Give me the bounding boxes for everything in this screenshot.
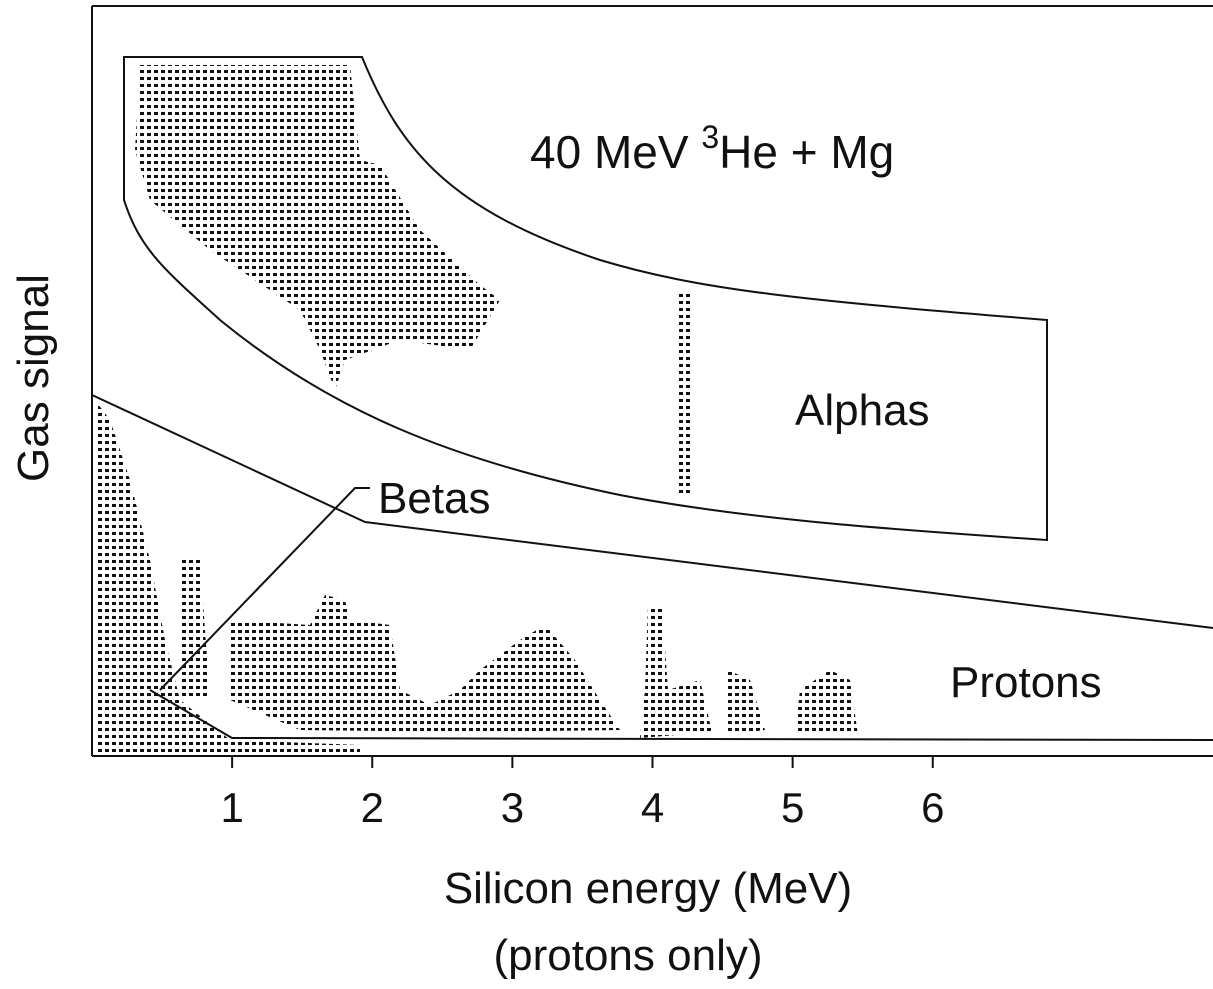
dot-cloud <box>678 292 692 495</box>
dot-cloud <box>135 65 500 390</box>
dot-cloud <box>95 400 360 752</box>
annotation: Alphas <box>795 386 930 435</box>
title-text: 40 MeV <box>530 126 701 178</box>
beta-leader <box>159 487 370 691</box>
x-axis-label: (protons only) <box>493 931 762 980</box>
alpha-gate <box>123 56 1048 542</box>
y-axis-label: Gas signal <box>9 274 58 482</box>
x-axis-label: Silicon energy (MeV) <box>444 864 852 913</box>
x-tick-label: 5 <box>781 784 804 831</box>
x-tick-label: 4 <box>641 784 664 831</box>
proton-gate <box>91 394 1213 741</box>
chart-title: 40 MeV 3He + Mg <box>530 119 894 178</box>
dot-cloud <box>640 605 712 738</box>
dot-cloud <box>182 560 210 700</box>
annotation: Betas <box>378 474 491 523</box>
dot-cloud <box>230 595 620 732</box>
dot-clouds <box>95 65 858 752</box>
x-tick-label: 3 <box>501 784 524 831</box>
dot-cloud <box>795 670 858 735</box>
x-tick-label: 6 <box>921 784 944 831</box>
annotation: Protons <box>950 658 1102 707</box>
title-superscript: 3 <box>701 119 719 155</box>
x-tick-label: 1 <box>220 784 243 831</box>
dot-cloud <box>725 670 765 735</box>
title-text: He + Mg <box>719 126 894 178</box>
x-tick-label: 2 <box>361 784 384 831</box>
